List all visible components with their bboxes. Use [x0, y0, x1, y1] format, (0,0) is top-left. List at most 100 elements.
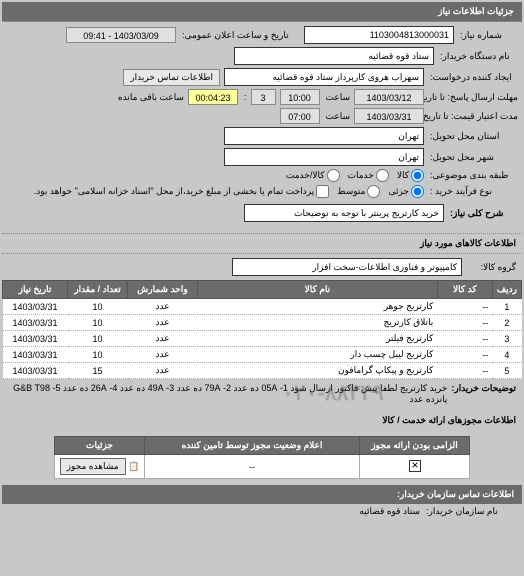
table-cell: 1403/03/31 — [3, 363, 68, 379]
label-province: استان محل تحویل: — [428, 131, 518, 142]
section-header-need-details: جزئیات اطلاعات نیاز — [2, 2, 522, 22]
col-row: ردیف — [492, 281, 521, 299]
table-cell: عدد — [128, 331, 198, 347]
label-validity: مدت اعتبار قیمت: تا تاریخ: — [428, 111, 518, 122]
lic-mandatory-cell — [360, 455, 470, 479]
license-table: الزامی بودن ارائه مجوز اعلام وضعیت مجوز … — [54, 436, 470, 479]
items-table: ردیف کد کالا نام کالا واحد شمارش تعداد /… — [2, 280, 522, 379]
col-code: کد کالا — [437, 281, 492, 299]
field-announce-time: 1403/03/09 - 09:41 — [66, 27, 176, 43]
table-cell: 10 — [68, 347, 128, 363]
table-cell: 5 — [492, 363, 521, 379]
field-need-title[interactable] — [244, 204, 444, 222]
table-cell: کارتریج فیلتر — [198, 331, 438, 347]
label-deadline: مهلت ارسال پاسخ: تا تاریخ: — [428, 92, 518, 103]
label-need-title: شرح کلی نیاز: — [448, 208, 518, 219]
field-validity-time: 07:00 — [280, 108, 320, 124]
table-cell: 10 — [68, 331, 128, 347]
field-remaining-days: 3 — [251, 89, 276, 105]
radio-low[interactable]: جزئی — [388, 185, 424, 198]
label-deadline-time: ساعت — [324, 92, 351, 103]
table-cell: 10 — [68, 299, 128, 315]
label-announce-time: تاریخ و ساعت اعلان عمومی: — [180, 30, 300, 41]
footer-left: اطلاعات تماس سازمان خریدار: — [312, 489, 514, 500]
field-validity-date: 1403/03/31 — [354, 108, 424, 124]
label-validity-time: ساعت — [324, 111, 351, 122]
table-cell: عدد — [128, 363, 198, 379]
table-cell: -- — [437, 315, 492, 331]
radio-group-packaging: کالا خدمات کالا/خدمت — [286, 169, 424, 182]
field-request-number[interactable] — [304, 26, 454, 44]
radio-khadamat[interactable]: خدمات — [348, 169, 389, 182]
table-cell: کارتریج جوهر — [198, 299, 438, 315]
table-cell: 10 — [68, 315, 128, 331]
table-cell: 1403/03/31 — [3, 315, 68, 331]
radio-mid[interactable]: متوسط — [337, 185, 380, 198]
clipboard-icon: 📋 — [128, 461, 139, 471]
label-remaining: ساعت باقی مانده — [116, 92, 184, 103]
table-cell: باتلاق کارتریج — [198, 315, 438, 331]
field-buyer-org[interactable] — [234, 47, 434, 65]
table-cell: -- — [437, 347, 492, 363]
footer-right-label: نام سازمان خریدار: — [424, 506, 514, 517]
table-cell: 1 — [492, 299, 521, 315]
table-cell: 3 — [492, 331, 521, 347]
table-cell: 2 — [492, 315, 521, 331]
table-cell: عدد — [128, 299, 198, 315]
col-qty: تعداد / مقدار — [68, 281, 128, 299]
radio-both[interactable]: کالا/خدمت — [286, 169, 340, 182]
label-buyer-desc: توضیحات خریدار: — [451, 383, 516, 405]
checkbox-mandatory-icon — [409, 460, 421, 472]
label-packaging: طبقه بندی موضوعی: — [428, 170, 518, 181]
table-row: 2--باتلاق کارتریجعدد101403/03/31 — [3, 315, 522, 331]
table-cell: عدد — [128, 347, 198, 363]
field-group[interactable] — [232, 258, 462, 276]
table-cell: 1403/03/31 — [3, 331, 68, 347]
table-row: 3--کارتریج فیلترعدد101403/03/31 — [3, 331, 522, 347]
field-deadline-date: 1403/03/12 — [354, 89, 424, 105]
contact-buyer-button[interactable]: اطلاعات تماس خریدار — [123, 69, 220, 86]
lic-col-details: جزئیات — [55, 437, 145, 455]
col-name: نام کالا — [198, 281, 438, 299]
view-license-button[interactable]: مشاهده مجوز — [60, 458, 126, 475]
field-requester[interactable] — [224, 68, 424, 86]
field-remaining-time: 00:04:23 — [188, 89, 238, 105]
label-process: نوع فرآیند خرید : — [428, 186, 518, 197]
lic-col-status: اعلام وضعیت مجوز توسط تامین کننده — [145, 437, 360, 455]
field-province[interactable] — [224, 127, 424, 145]
table-cell: کارتریج و پیکاپ گرامافون — [198, 363, 438, 379]
col-unit: واحد شمارش — [128, 281, 198, 299]
lic-col-mandatory: الزامی بودن ارائه مجوز — [360, 437, 470, 455]
table-cell: 1403/03/31 — [3, 299, 68, 315]
table-cell: -- — [437, 299, 492, 315]
text-buyer-desc: خرید کارتریج لطفا پیش فاکتور ارسال شود 1… — [8, 383, 447, 405]
table-row: 4--کارتریج لیبل چسب دارعدد101403/03/31 — [3, 347, 522, 363]
table-cell: -- — [437, 363, 492, 379]
table-row: 5--کارتریج و پیکاپ گرامافونعدد151403/03/… — [3, 363, 522, 379]
table-cell: کارتریج لیبل چسب دار — [198, 347, 438, 363]
table-row: 1--کارتریج جوهرعدد101403/03/31 — [3, 299, 522, 315]
license-row: -- 📋 مشاهده مجوز — [55, 455, 470, 479]
table-cell: 4 — [492, 347, 521, 363]
subheader-items: اطلاعات کالاهای مورد نیاز — [2, 233, 522, 254]
col-date: تاریخ نیاز — [3, 281, 68, 299]
table-cell: 15 — [68, 363, 128, 379]
radio-group-process: جزئی متوسط پرداخت تمام یا بخشی از مبلغ خ… — [34, 185, 424, 198]
field-city[interactable] — [224, 148, 424, 166]
label-group: گروه کالا: — [466, 262, 516, 273]
field-deadline-time: 10:00 — [280, 89, 320, 105]
radio-kala[interactable]: کالا — [397, 169, 424, 182]
label-city: شهر محل تحویل: — [428, 152, 518, 163]
subheader-licenses: اطلاعات مجوزهای ارائه خدمت / کالا — [2, 409, 522, 432]
label-buyer-org: نام دستگاه خریدار: — [438, 51, 518, 62]
footer-right-value: ستاد قوه قضائیه — [359, 506, 420, 517]
label-colon1: : — [242, 92, 247, 102]
table-cell: عدد — [128, 315, 198, 331]
table-cell: -- — [437, 331, 492, 347]
label-requester: ایجاد کننده درخواست: — [428, 72, 518, 83]
label-request-number: شماره نیاز: — [458, 30, 518, 41]
footer-bar: اطلاعات تماس سازمان خریدار: — [2, 485, 522, 504]
lic-details-cell: 📋 مشاهده مجوز — [55, 455, 145, 479]
lic-status-cell: -- — [145, 455, 360, 479]
checkbox-note[interactable]: پرداخت تمام یا بخشی از مبلغ خرید،از محل … — [34, 185, 329, 198]
